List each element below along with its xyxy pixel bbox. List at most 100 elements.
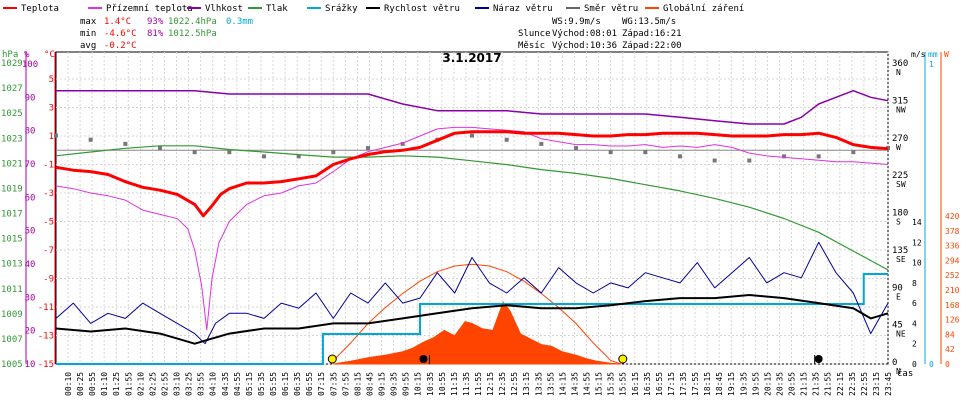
moon-label: Měsíc bbox=[518, 41, 545, 51]
pressure-tick: 1021 bbox=[1, 159, 23, 169]
stats-min-label: min bbox=[80, 29, 96, 39]
wind-dir-point bbox=[504, 137, 509, 142]
humidity-tick: 20 bbox=[25, 327, 36, 337]
series-vlhkost bbox=[56, 89, 889, 125]
x-tick-label: 22:35 bbox=[848, 372, 857, 396]
wind-dir-letter: NW bbox=[896, 105, 906, 114]
x-tick-label: 06:35 bbox=[293, 372, 302, 396]
x-tick-label: 16:55 bbox=[655, 372, 664, 396]
temperature-tick: -13 bbox=[38, 332, 54, 342]
wind-speed-tick: 14 bbox=[912, 218, 922, 227]
stats-min-hum: 81% bbox=[147, 29, 164, 39]
rain-tick: 1 bbox=[929, 60, 934, 69]
x-tick-label: 23:45 bbox=[884, 372, 893, 396]
pressure-tick: 1019 bbox=[1, 184, 23, 194]
wind-dir-point bbox=[782, 154, 786, 159]
wind-dir-tick: 180 bbox=[892, 209, 908, 219]
radiation-tick: 336 bbox=[945, 242, 960, 251]
wind-speed-unit: m/s bbox=[911, 50, 926, 59]
x-tick-label: 04:55 bbox=[233, 372, 242, 396]
moon-set: Západ:22:00 bbox=[622, 41, 682, 51]
x-tick-label: 11:35 bbox=[462, 372, 471, 396]
radiation-unit: W bbox=[944, 50, 949, 59]
wind-dir-letter: E bbox=[896, 292, 901, 301]
wind-dir-point bbox=[123, 141, 128, 146]
wind-dir-point bbox=[158, 146, 162, 151]
temperature-tick: -3 bbox=[43, 189, 54, 199]
x-tick-label: 02:25 bbox=[148, 372, 157, 396]
x-tick-label: 20:35 bbox=[775, 372, 784, 396]
temperature-tick: 1 bbox=[49, 132, 54, 142]
x-tick-label: 15:15 bbox=[595, 372, 604, 396]
x-tick-label: 10:55 bbox=[438, 372, 447, 396]
x-tick-label: 04:35 bbox=[221, 372, 230, 396]
wind-dir-point bbox=[678, 154, 682, 159]
x-tick-label: 16:15 bbox=[631, 372, 640, 396]
x-tick-label: 14:15 bbox=[558, 372, 567, 396]
series-srazky bbox=[56, 273, 888, 365]
wind-speed-tick: 4 bbox=[912, 319, 917, 328]
legend-label: Teplota bbox=[21, 4, 59, 14]
radiation-tick: 126 bbox=[945, 316, 960, 325]
x-tick-label: 16:35 bbox=[643, 372, 652, 396]
wind-dir-tick: 0 bbox=[892, 358, 897, 368]
stats-max-label: max bbox=[80, 17, 97, 27]
x-tick-label: 05:15 bbox=[245, 372, 254, 396]
x-tick-label: 13:55 bbox=[546, 372, 555, 396]
humidity-tick: 40 bbox=[25, 260, 36, 270]
x-tick-label: 21:15 bbox=[800, 372, 809, 396]
series-smer-vetru bbox=[54, 133, 890, 163]
x-tick-label: 17:15 bbox=[667, 372, 676, 396]
humidity-tick: 50 bbox=[25, 227, 36, 237]
wind-dir-point bbox=[539, 141, 544, 146]
wind-dir-tick: 315 bbox=[892, 96, 908, 106]
stats-min-press: 1012.5hPa bbox=[168, 29, 217, 39]
wind-dir-point bbox=[296, 154, 301, 159]
x-tick-label: 01:55 bbox=[124, 372, 133, 396]
legend-label: Náraz větru bbox=[493, 4, 553, 14]
x-tick-label: 07:35 bbox=[329, 372, 338, 396]
wind-dir-point bbox=[366, 146, 370, 151]
x-tick-label: 01:25 bbox=[112, 372, 121, 396]
wind-dir-point bbox=[192, 150, 197, 155]
x-tick-label: 07:15 bbox=[317, 372, 326, 396]
x-tick-label: 15:35 bbox=[607, 372, 616, 396]
legend-label: Směr větru bbox=[584, 4, 638, 14]
wind-dir-point bbox=[608, 150, 613, 155]
series-tlak bbox=[55, 145, 889, 271]
temperature-tick: -5 bbox=[43, 218, 54, 228]
wind-dir-point bbox=[643, 150, 648, 155]
wind-speed-tick: 8 bbox=[912, 279, 917, 288]
pressure-tick: 1029 bbox=[1, 59, 23, 69]
pressure-tick: 1015 bbox=[1, 235, 23, 245]
legend-label: Vlhkost bbox=[205, 4, 243, 14]
x-tick-label: 12:35 bbox=[498, 372, 507, 396]
sunset-marker bbox=[618, 354, 628, 364]
sunrise-marker bbox=[327, 354, 337, 364]
moonset-marker bbox=[814, 355, 823, 363]
moonrise-marker bbox=[419, 355, 428, 363]
rain-tick: 0 bbox=[929, 360, 934, 369]
x-tick-label: 00:25 bbox=[76, 372, 85, 396]
x-tick-label: 00:55 bbox=[88, 372, 97, 396]
temperature-unit: °C bbox=[44, 50, 55, 60]
x-tick-label: 08:45 bbox=[365, 372, 374, 396]
wind-speed-tick: 0 bbox=[912, 360, 917, 369]
radiation-tick: 420 bbox=[945, 212, 960, 221]
x-axis-label: čas bbox=[897, 368, 913, 379]
x-tick-label: 09:15 bbox=[378, 372, 387, 396]
pressure-tick: 1027 bbox=[1, 84, 23, 94]
radiation-tick: 252 bbox=[945, 271, 960, 280]
x-tick-label: 20:15 bbox=[763, 372, 772, 396]
x-tick-label: 00:10 bbox=[64, 372, 73, 396]
wind-dir-tick: 90 bbox=[892, 283, 903, 293]
x-tick-label: 07:55 bbox=[341, 372, 350, 396]
x-tick-label: 03:10 bbox=[173, 372, 182, 396]
wind-speed-tick: 10 bbox=[912, 259, 922, 268]
stats-max-rain: 0.3mm bbox=[226, 17, 253, 27]
wind-dir-point bbox=[747, 158, 752, 163]
stats-min-temp: -4.6°C bbox=[104, 29, 137, 39]
series-naraz-vetru bbox=[55, 241, 889, 345]
x-tick-label: 10:35 bbox=[426, 372, 435, 396]
x-tick-label: 12:55 bbox=[510, 372, 519, 396]
